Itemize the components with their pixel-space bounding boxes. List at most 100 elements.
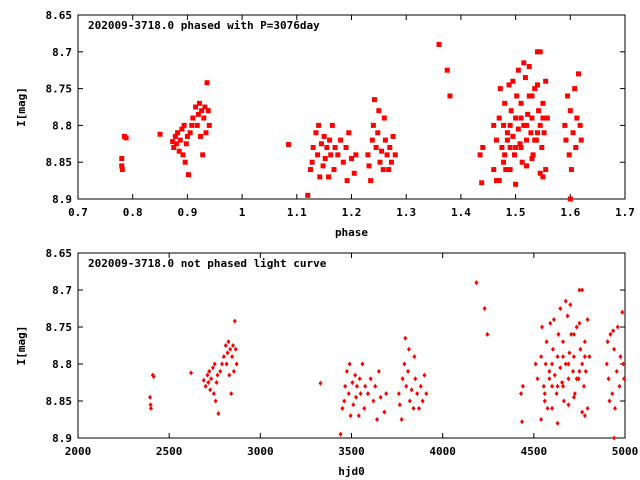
data-point bbox=[220, 361, 225, 367]
data-point bbox=[184, 133, 190, 139]
data-point bbox=[201, 115, 207, 121]
data-point bbox=[496, 178, 502, 184]
data-point bbox=[571, 368, 576, 374]
data-point bbox=[507, 167, 513, 173]
data-point bbox=[526, 64, 532, 70]
data-point bbox=[180, 152, 186, 158]
data-point bbox=[227, 372, 232, 378]
data-point bbox=[577, 368, 582, 374]
data-point bbox=[565, 93, 571, 99]
data-point bbox=[574, 115, 580, 121]
data-point bbox=[585, 405, 590, 411]
data-point bbox=[572, 86, 578, 92]
data-point bbox=[211, 391, 216, 397]
x-tick-label: 1.6 bbox=[560, 206, 580, 219]
data-point bbox=[520, 383, 525, 389]
data-point bbox=[313, 130, 319, 136]
data-point bbox=[534, 49, 540, 55]
data-point bbox=[532, 137, 538, 143]
x-tick-label: 4000 bbox=[429, 445, 456, 458]
data-point bbox=[229, 391, 234, 397]
data-point bbox=[540, 174, 546, 180]
data-point bbox=[225, 350, 230, 356]
data-point bbox=[368, 178, 374, 184]
data-point bbox=[340, 159, 346, 165]
data-point bbox=[172, 133, 178, 139]
data-point bbox=[607, 398, 612, 404]
data-point bbox=[380, 167, 386, 173]
data-point bbox=[386, 167, 392, 173]
x-tick-label: 0.9 bbox=[177, 206, 197, 219]
data-point bbox=[530, 152, 536, 158]
data-point bbox=[493, 137, 499, 143]
y-axis-label: I[mag] bbox=[15, 87, 28, 127]
data-point bbox=[519, 419, 524, 425]
data-point bbox=[582, 413, 587, 419]
data-point bbox=[605, 339, 610, 345]
data-point bbox=[608, 331, 613, 337]
data-point bbox=[200, 152, 206, 158]
data-point bbox=[375, 130, 381, 136]
data-point bbox=[542, 391, 547, 397]
data-point bbox=[357, 376, 362, 382]
data-point bbox=[540, 115, 546, 121]
data-point bbox=[544, 339, 549, 345]
data-point bbox=[482, 306, 487, 311]
data-point bbox=[363, 383, 368, 389]
data-point bbox=[190, 115, 196, 121]
data-point bbox=[610, 391, 615, 397]
data-point bbox=[185, 172, 191, 178]
data-point bbox=[522, 75, 528, 81]
data-point bbox=[407, 398, 412, 404]
data-point bbox=[526, 93, 532, 99]
data-point bbox=[543, 361, 548, 367]
data-point bbox=[566, 376, 571, 382]
data-point bbox=[343, 144, 349, 150]
data-point bbox=[318, 141, 324, 147]
data-point bbox=[379, 148, 385, 154]
data-point bbox=[194, 122, 200, 128]
data-point bbox=[571, 394, 576, 400]
data-point bbox=[518, 144, 524, 150]
data-point bbox=[578, 137, 584, 143]
data-point bbox=[539, 417, 544, 422]
data-point bbox=[540, 100, 546, 106]
data-point bbox=[574, 376, 579, 382]
data-point bbox=[218, 368, 223, 374]
data-point bbox=[338, 431, 343, 437]
y-tick-label: 8.8 bbox=[52, 358, 72, 371]
data-point bbox=[612, 405, 617, 411]
data-point bbox=[524, 163, 530, 169]
data-point bbox=[515, 67, 521, 73]
data-point bbox=[418, 383, 423, 389]
data-point bbox=[528, 130, 534, 136]
data-point bbox=[578, 346, 583, 352]
data-point bbox=[566, 361, 571, 367]
data-point bbox=[537, 170, 543, 176]
data-point bbox=[213, 398, 218, 404]
data-point bbox=[504, 137, 510, 143]
data-point bbox=[518, 100, 524, 106]
data-point bbox=[554, 391, 559, 397]
data-point bbox=[198, 133, 204, 139]
data-point bbox=[540, 324, 545, 330]
data-point bbox=[580, 361, 585, 367]
data-point bbox=[582, 354, 587, 360]
data-point bbox=[214, 380, 219, 385]
data-point bbox=[539, 354, 544, 360]
data-point bbox=[518, 115, 524, 121]
data-point bbox=[119, 167, 125, 173]
y-tick-label: 8.8 bbox=[52, 119, 72, 132]
data-point bbox=[344, 368, 349, 374]
data-point bbox=[119, 163, 125, 169]
data-point bbox=[388, 159, 394, 165]
data-point bbox=[507, 144, 513, 150]
data-point bbox=[382, 137, 388, 143]
data-point bbox=[576, 71, 582, 77]
data-point bbox=[502, 100, 508, 106]
data-point bbox=[424, 391, 429, 397]
data-point bbox=[547, 376, 552, 382]
data-point bbox=[560, 380, 565, 385]
data-point bbox=[497, 86, 503, 92]
data-point bbox=[617, 383, 622, 389]
